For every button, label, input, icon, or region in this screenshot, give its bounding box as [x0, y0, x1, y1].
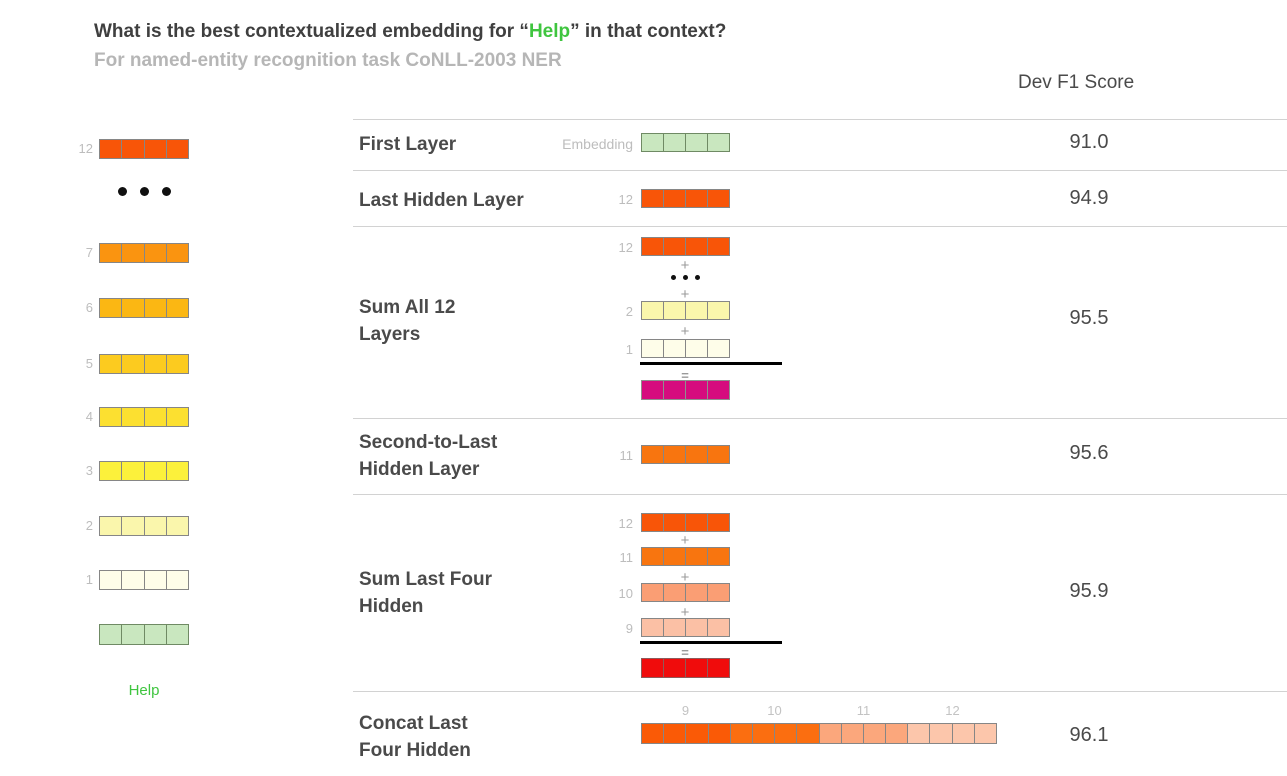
row-second-to-last-score: 95.6 — [1069, 442, 1109, 464]
row-second-to-last-label: Second-to-Last Hidden Layer — [359, 432, 498, 480]
sum-all-result-vector — [641, 380, 730, 400]
title-help-word: Help — [528, 21, 571, 42]
sum-underline — [640, 362, 782, 365]
concat-label-12: 12 — [945, 703, 960, 718]
row-sum-all-label: Sum All 12 Layers — [359, 297, 456, 345]
row-first-layer-vector — [641, 133, 730, 152]
left-layer-label-4: 4 — [85, 409, 93, 424]
row-concat-label: Concat Last Four Hidden — [359, 713, 471, 761]
left-layer-label-2: 2 — [85, 518, 93, 533]
vector-label-11: 11 — [619, 448, 634, 463]
vector-label-11: 11 — [619, 550, 634, 565]
left-layer-vector-12 — [99, 139, 189, 159]
sum-all-vector-1 — [641, 339, 730, 358]
vector-label-12: 12 — [618, 240, 633, 255]
vector-label-2: 2 — [625, 304, 633, 319]
page-subtitle: For named-entity recognition task CoNLL-… — [94, 50, 562, 71]
concat-label-9: 9 — [681, 703, 690, 718]
plus-sign: + — [680, 532, 690, 549]
left-layer-vector-3 — [99, 461, 189, 481]
left-layer-label-1: 1 — [85, 572, 93, 587]
row-last-hidden-label: Last Hidden Layer — [359, 190, 524, 211]
row-divider — [353, 418, 1287, 419]
row-divider — [353, 119, 1287, 120]
row-concat-score: 96.1 — [1069, 724, 1109, 746]
concat-result-vector — [641, 723, 997, 744]
score-column-header: Dev F1 Score — [1018, 72, 1135, 93]
row-sum-last-four-score: 95.9 — [1069, 580, 1109, 602]
left-layer-vector-6 — [99, 298, 189, 318]
sum-all-vector-12 — [641, 237, 730, 256]
plus-sign: + — [680, 286, 690, 303]
left-layer-label-3: 3 — [85, 463, 93, 478]
plus-sign: + — [680, 323, 690, 340]
sum-underline — [640, 641, 782, 644]
title-text-post: ” in that context? — [570, 21, 727, 42]
sum-four-vector-10 — [641, 583, 730, 602]
row-divider — [353, 170, 1287, 171]
row-divider — [353, 691, 1287, 692]
row-divider — [353, 494, 1287, 495]
plus-sign: + — [680, 569, 690, 586]
sum-four-vector-9 — [641, 618, 730, 637]
left-token-embedding-vector — [99, 624, 189, 645]
row-last-hidden-score: 94.9 — [1069, 187, 1109, 209]
row-sum-all-score: 95.5 — [1069, 307, 1109, 329]
concat-group-labels: 9 10 11 12 — [641, 703, 997, 718]
row-first-layer-label: First Layer — [359, 134, 457, 155]
equals-sign: = — [681, 645, 689, 660]
ellipsis-dots-icon — [99, 186, 189, 196]
row-second-to-last-vector — [641, 445, 730, 464]
left-layer-label-12: 12 — [78, 141, 93, 156]
row-first-layer-score: 91.0 — [1069, 131, 1109, 153]
left-layer-vector-7 — [99, 243, 189, 263]
concat-label-10: 10 — [767, 703, 782, 718]
page-title: What is the best contextualized embeddin… — [94, 21, 726, 43]
sum-four-vector-12 — [641, 513, 730, 532]
vector-label-10: 10 — [618, 586, 633, 601]
sum-all-vector-2 — [641, 301, 730, 320]
concat-label-11: 11 — [856, 703, 871, 718]
plus-sign: + — [680, 604, 690, 621]
left-layer-vector-5 — [99, 354, 189, 374]
plus-sign: + — [680, 257, 690, 274]
left-layer-vector-2 — [99, 516, 189, 536]
token-label-help: Help — [128, 682, 160, 699]
left-layer-label-7: 7 — [85, 245, 93, 260]
left-layer-label-5: 5 — [85, 356, 93, 371]
left-embedding-vector — [99, 570, 189, 590]
sum-four-result-vector — [641, 658, 730, 678]
sum-four-vector-11 — [641, 547, 730, 566]
left-layer-label-6: 6 — [85, 300, 93, 315]
left-layer-vector-4 — [99, 407, 189, 427]
vector-label-1: 1 — [625, 342, 633, 357]
row-divider — [353, 226, 1287, 227]
row-last-hidden-vector — [641, 189, 730, 208]
equals-sign: = — [681, 368, 689, 383]
ellipsis-dots-icon — [641, 274, 729, 280]
embedding-vector-label: Embedding — [562, 136, 633, 152]
row-sum-last-four-label: Sum Last Four Hidden — [359, 569, 493, 617]
title-text-pre: What is the best contextualized embeddin… — [94, 21, 529, 42]
vector-label-9: 9 — [625, 621, 633, 636]
vector-label-12: 12 — [618, 192, 633, 207]
vector-label-12: 12 — [618, 516, 633, 531]
